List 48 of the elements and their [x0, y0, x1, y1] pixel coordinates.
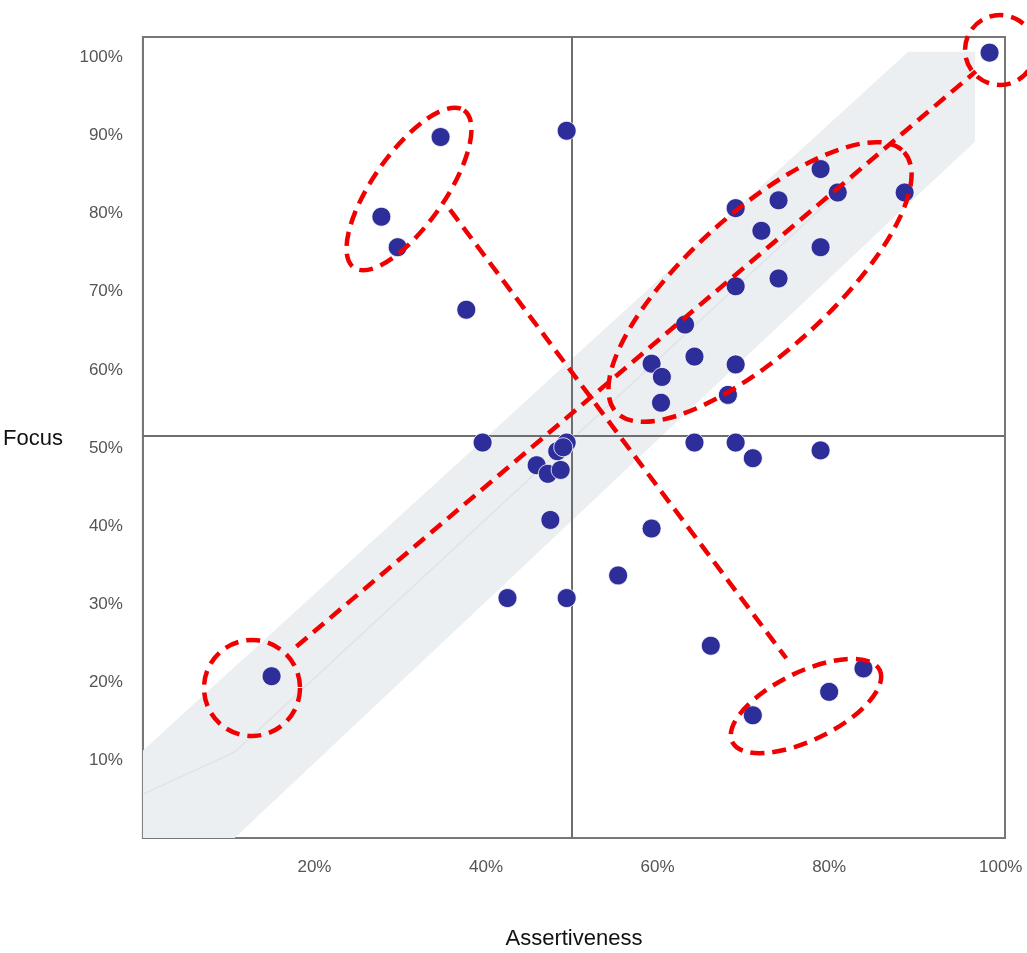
point	[810, 440, 831, 461]
y-tick-label: 70%	[88, 281, 123, 301]
point	[700, 635, 721, 656]
point	[742, 705, 763, 726]
y-tick-label: 50%	[88, 437, 123, 457]
point	[540, 510, 561, 530]
point	[651, 392, 671, 413]
x-axis-title: Assertiveness	[505, 924, 643, 950]
x-tick-label: 100%	[978, 857, 1023, 876]
point	[684, 432, 705, 453]
x-tick-label: 20%	[297, 857, 332, 876]
y-tick-label: 90%	[88, 125, 123, 145]
y-tick-label: 20%	[88, 672, 123, 692]
y-tick-label: 40%	[88, 515, 123, 535]
point	[261, 666, 282, 687]
point	[456, 299, 477, 320]
point	[819, 681, 840, 702]
point	[742, 448, 763, 469]
point	[497, 588, 518, 608]
point	[725, 276, 746, 297]
point	[810, 237, 831, 258]
point	[553, 437, 574, 458]
point	[608, 565, 629, 586]
point	[371, 206, 392, 227]
y-axis-title: Focus	[2, 425, 63, 450]
point	[652, 367, 672, 387]
y-tick-label: 60%	[88, 359, 123, 379]
point	[810, 159, 831, 179]
y-tick-label: 30%	[88, 594, 123, 614]
point	[556, 588, 577, 608]
point	[725, 432, 746, 453]
x-tick-label: 40%	[469, 857, 504, 876]
point	[684, 346, 705, 367]
point	[641, 518, 662, 539]
point	[430, 127, 451, 147]
point	[768, 190, 789, 211]
point	[751, 220, 772, 241]
x-tick-label: 80%	[812, 857, 847, 876]
point	[641, 353, 662, 374]
y-tick-label: 10%	[88, 750, 123, 770]
point	[556, 120, 577, 141]
point	[725, 354, 746, 375]
point	[768, 268, 789, 289]
y-tick-label: 80%	[88, 203, 123, 223]
y-tick-label: 100%	[79, 47, 123, 67]
x-tick-label: 60%	[640, 857, 675, 876]
point	[472, 432, 493, 453]
point	[550, 460, 571, 480]
